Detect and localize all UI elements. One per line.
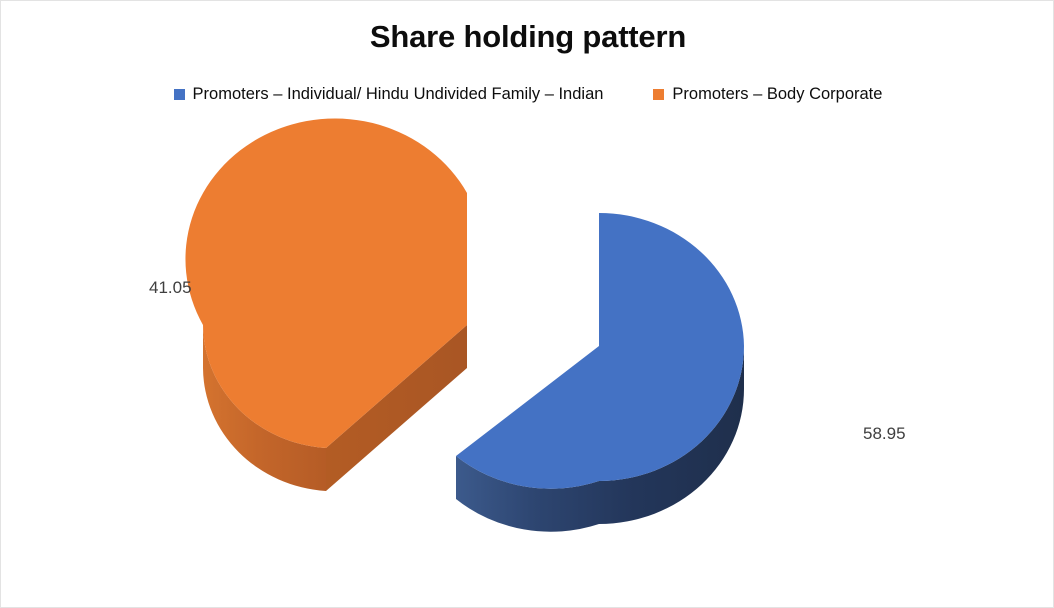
data-label-orange: 41.05 — [149, 278, 192, 297]
data-label-blue: 58.95 — [863, 424, 906, 443]
pie-slice-orange-cut-face — [326, 325, 467, 491]
pie-slice-blue-top — [456, 213, 744, 489]
legend-item-promoters-individual[interactable]: Promoters – Individual/ Hindu Undivided … — [173, 85, 604, 104]
legend-label: Promoters – Individual/ Hindu Undivided … — [192, 85, 604, 103]
legend-swatch-icon — [653, 89, 665, 100]
legend-label: Promoters – Body Corporate — [672, 85, 883, 103]
chart-legend: Promoters – Individual/ Hindu Undivided … — [1, 85, 1053, 104]
pie-slice-blue-side-wall — [456, 346, 744, 532]
pie-slice-promoters-individual[interactable] — [456, 213, 744, 532]
chart-title: Share holding pattern — [369, 19, 687, 54]
pie-slice-promoters-body-corporate[interactable] — [185, 118, 468, 491]
legend-swatch-icon — [173, 89, 185, 100]
pie-slice-orange-top — [185, 118, 468, 448]
legend-item-promoters-body-corporate[interactable]: Promoters – Body Corporate — [653, 85, 882, 104]
pie-slice-orange-side-wall — [203, 325, 326, 491]
